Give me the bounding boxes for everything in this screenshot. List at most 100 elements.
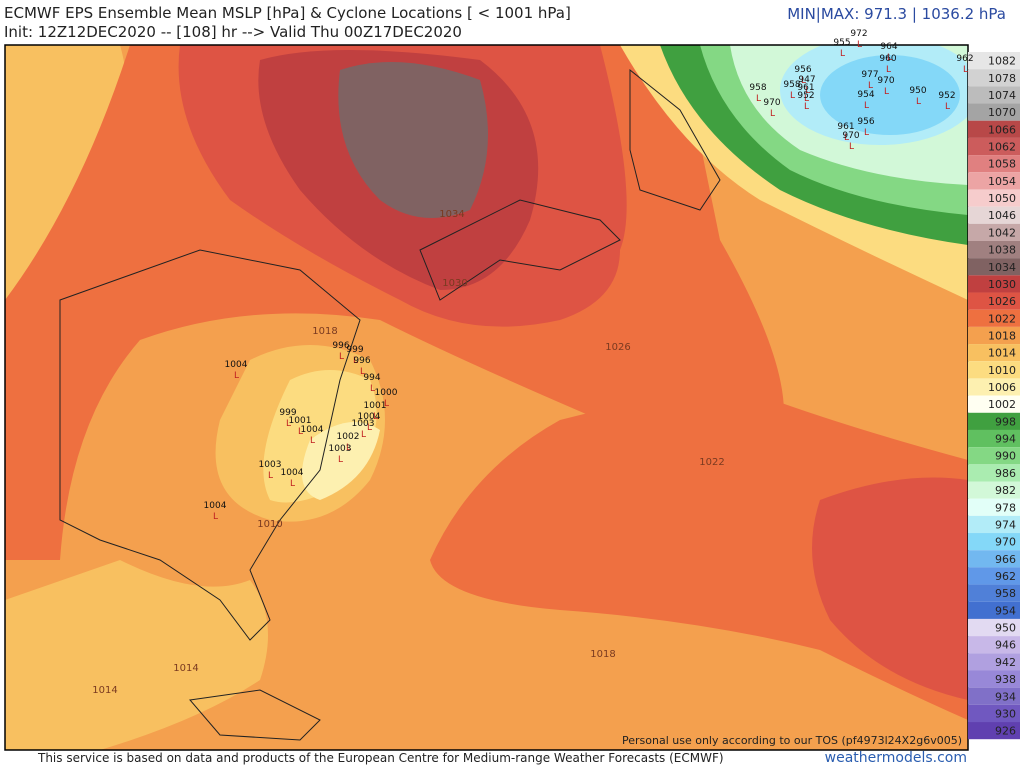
colorbar-label: 974 [995,518,1016,531]
colorbar-label: 1002 [988,398,1016,411]
colorbar-swatch [968,378,1020,396]
cyclone-marker: L [373,412,378,422]
colorbar-swatch [968,223,1020,241]
colorbar-swatch [968,240,1020,259]
contour-label: 1034 [439,209,464,220]
cyclone-marker: L [290,479,295,489]
colorbar-swatch [968,704,1020,723]
colorbar-swatch [968,722,1020,740]
cyclone-marker: L [963,65,968,75]
colorbar-label: 1046 [988,209,1016,222]
cyclone-marker: L [805,86,810,96]
colorbar-label: 930 [995,707,1016,720]
colorbar-swatch [968,120,1020,138]
title: ECMWF EPS Ensemble Mean MSLP [hPa] & Cyc… [4,4,571,22]
cyclone-label: 1004 [225,360,248,370]
cyclone-marker: L [884,87,889,97]
cyclone-marker: L [339,352,344,362]
colorbar-label: 1078 [988,72,1016,85]
colorbar-swatch [968,344,1020,362]
contour-label: 1018 [590,649,615,660]
cyclone-marker: L [857,40,862,50]
colorbar-swatch [968,258,1020,276]
cyclone-label: 960 [879,54,896,64]
subtitle: Init: 12Z12DEC2020 -- [108] hr --> Valid… [4,23,462,41]
colorbar-label: 1050 [988,192,1016,205]
colorbar-label: 978 [995,501,1016,514]
cyclone-label: 999 [279,408,296,418]
colorbar-swatch [968,309,1020,327]
brand[interactable]: weathermodels.com [824,750,967,766]
colorbar-swatch [968,206,1020,224]
colorbar-swatch [968,670,1020,688]
cyclone-label: 1004 [301,425,324,435]
colorbar-label: 966 [995,553,1016,566]
contour-label: 1030 [442,278,467,289]
cyclone-label: 1001 [289,416,312,426]
colorbar-swatch [968,275,1020,293]
cyclone-label: 994 [363,373,380,383]
cyclone-marker: L [213,512,218,522]
colorbar-swatch [968,498,1020,516]
colorbar-label: 1058 [988,158,1016,171]
cyclone-marker: L [338,455,343,465]
cyclone-label: 950 [909,86,926,96]
colorbar-swatch [968,653,1020,671]
colorbar-label: 1018 [988,329,1016,342]
cyclone-label: 996 [353,356,370,366]
colorbar-label: 942 [995,656,1016,669]
cyclone-marker: L [844,133,849,143]
colorbar-label: 1074 [988,89,1016,102]
cyclone-marker: L [849,142,854,152]
colorbar-swatch [968,550,1020,568]
colorbar-label: 970 [995,536,1016,549]
pressure-field [5,45,968,750]
contour-label: 1010 [257,519,282,530]
min-max: MIN|MAX: 971.3 | 1036.2 hPa [787,5,1006,23]
colorbar-label: 1082 [988,55,1016,68]
colorbar-swatch [968,137,1020,156]
cyclone-marker: L [361,430,366,440]
colorbar-label: 1026 [988,295,1016,308]
cyclone-label: 958 [749,83,766,93]
cyclone-marker: L [360,367,365,377]
colorbar-swatch [968,292,1020,310]
colorbar-swatch [968,533,1020,551]
colorbar-label: 926 [995,725,1016,738]
colorbar-swatch [968,584,1020,602]
cyclone-label: 956 [794,65,811,75]
cyclone-label: 996 [332,341,349,351]
cyclone-marker: L [790,91,795,101]
cyclone-marker: L [367,423,372,433]
cyclone-label: 958 [783,80,800,90]
colorbar-label: 982 [995,484,1016,497]
cyclone-label: 970 [763,98,780,108]
cyclone-label: 955 [833,38,850,48]
colorbar-swatch [968,601,1020,619]
cyclone-marker: L [268,471,273,481]
cyclone-marker: L [346,443,351,453]
colorbar-label: 934 [995,690,1016,703]
cyclone-marker: L [353,356,358,366]
cyclone-marker: L [384,399,389,409]
colorbar-label: 1030 [988,278,1016,291]
cyclone-label: 970 [877,76,894,86]
colorbar-swatch [968,481,1020,499]
colorbar-swatch [968,52,1020,70]
cyclone-label: 977 [861,70,878,80]
cyclone-label: 1003 [259,460,282,470]
colorbar-label: 1062 [988,140,1016,153]
tos-note: Personal use only according to our TOS (… [622,734,962,747]
cyclone-marker: L [864,101,869,111]
cyclone-marker: L [801,76,806,86]
colorbar-label: 946 [995,639,1016,652]
cyclone-label: 954 [857,90,874,100]
colorbar-swatch [968,687,1020,705]
cyclone-marker: L [756,94,761,104]
colorbar-label: 962 [995,570,1016,583]
cyclone-label: 962 [956,54,973,64]
cyclone-label: 1004 [358,412,381,422]
colorbar-label: 998 [995,415,1016,428]
colorbar-label: 1042 [988,226,1016,239]
